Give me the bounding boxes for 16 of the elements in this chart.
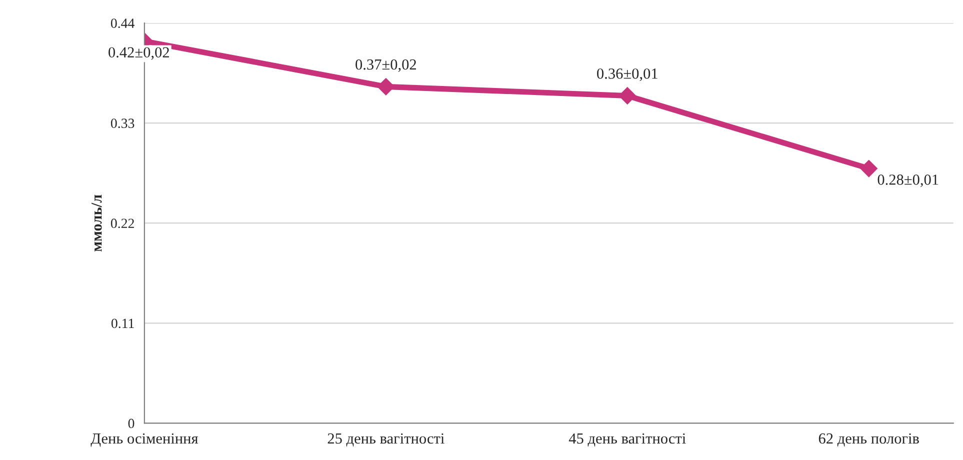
x-tick-label: 45 день вагітності	[568, 433, 686, 446]
data-label: 0.36±0,01	[597, 68, 658, 81]
y-tick-label: 0.11	[111, 318, 134, 328]
y-tick-label: 0.44	[110, 18, 135, 28]
y-axis-title: ммоль/л	[92, 194, 102, 252]
point	[860, 160, 878, 178]
point	[618, 87, 636, 104]
x-tick-label: 25 день вагітності	[328, 433, 444, 446]
x-tick-label: 62 день пологів	[818, 433, 919, 446]
y-tick-label: 0	[128, 418, 134, 428]
y-tick-label: 0.33	[110, 118, 134, 128]
data-label: 0.28±0,01	[878, 174, 938, 188]
data-label: 0.37±0,02	[356, 59, 416, 72]
y-tick-label: 0.22	[110, 218, 134, 228]
x-tick-label: День осіменіння	[90, 433, 198, 447]
data-label: 0.42±0,02	[108, 47, 169, 60]
